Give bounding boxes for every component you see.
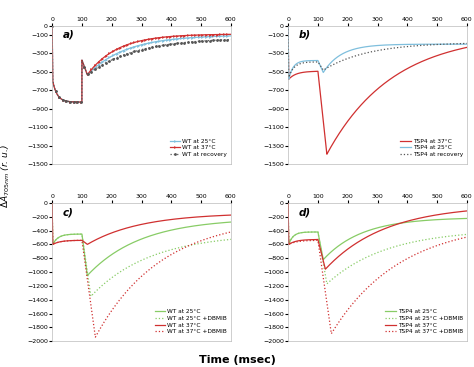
Legend: TSP4 at 37°C, TSP4 at 25°C, TSP4 at recovery: TSP4 at 37°C, TSP4 at 25°C, TSP4 at reco… [399, 137, 464, 159]
Text: b): b) [299, 30, 311, 40]
Text: $\Delta A_{705nm}$ (r. u.): $\Delta A_{705nm}$ (r. u.) [0, 144, 12, 208]
Legend: WT at 25°C, WT at 37°C, WT at recovery: WT at 25°C, WT at 37°C, WT at recovery [169, 137, 228, 159]
Legend: TSP4 at 25°C, TSP4 at 25°C +DBMIB, TSP4 at 37°C, TSP4 at 37°C +DBMIB: TSP4 at 25°C, TSP4 at 25°C +DBMIB, TSP4 … [384, 308, 464, 336]
Legend: WT at 25°C, WT at 25°C +DBMIB, WT at 37°C, WT at 37°C +DBMIB: WT at 25°C, WT at 25°C +DBMIB, WT at 37°… [154, 308, 228, 336]
Text: a): a) [63, 30, 74, 40]
Text: c): c) [63, 207, 74, 217]
Text: d): d) [299, 207, 311, 217]
Text: Time (msec): Time (msec) [199, 355, 275, 365]
